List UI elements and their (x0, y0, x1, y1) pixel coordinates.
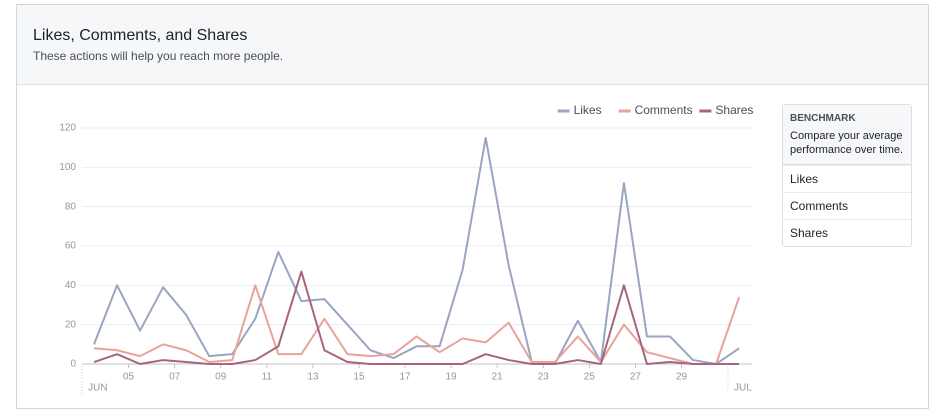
x-tick-label: 17 (399, 372, 411, 383)
benchmark-header: BENCHMARK Compare your average performanc… (783, 105, 911, 165)
x-tick-label: 07 (169, 372, 181, 383)
header: Likes, Comments, and Shares These action… (17, 5, 928, 85)
x-tick-label: 27 (630, 372, 642, 383)
series-line (93, 284, 741, 365)
x-tick-label: 09 (215, 372, 227, 383)
series-line (93, 270, 740, 365)
panel: Likes, Comments, and Shares These action… (16, 4, 929, 409)
month-label: JUL (734, 383, 752, 394)
y-tick-label: 20 (65, 319, 77, 330)
x-tick-label: 15 (353, 372, 365, 383)
y-tick-label: 0 (70, 359, 76, 370)
benchmark-item[interactable]: Shares (783, 219, 911, 246)
y-tick-label: 120 (59, 123, 76, 134)
y-tick-label: 40 (65, 280, 77, 291)
legend-label: Comments (635, 103, 693, 117)
legend-label: Likes (574, 103, 602, 117)
y-tick-label: 80 (65, 201, 77, 212)
x-tick-label: 11 (262, 372, 273, 383)
x-tick-label: 25 (584, 372, 596, 383)
benchmark-item[interactable]: Comments (783, 192, 911, 219)
title: Likes, Comments, and Shares (33, 27, 248, 44)
x-tick-label: 19 (446, 372, 458, 383)
y-tick-label: 60 (65, 241, 77, 252)
benchmark-title: BENCHMARK (790, 113, 856, 124)
y-tick-label: 100 (59, 162, 76, 173)
subtitle: These actions will help you reach more p… (33, 49, 284, 63)
benchmark-item[interactable]: Likes (783, 165, 911, 192)
x-tick-label: 21 (492, 372, 504, 383)
x-tick-label: 05 (123, 372, 135, 383)
x-tick-label: 29 (676, 372, 688, 383)
benchmark-description: Compare your average performance over ti… (790, 130, 904, 156)
legend-label: Shares (715, 103, 753, 117)
x-tick-label: 23 (538, 372, 550, 383)
series-line (93, 136, 740, 365)
month-label: JUN (88, 383, 107, 394)
x-tick-label: 13 (307, 372, 319, 383)
benchmark: BENCHMARK Compare your average performanc… (782, 104, 912, 247)
